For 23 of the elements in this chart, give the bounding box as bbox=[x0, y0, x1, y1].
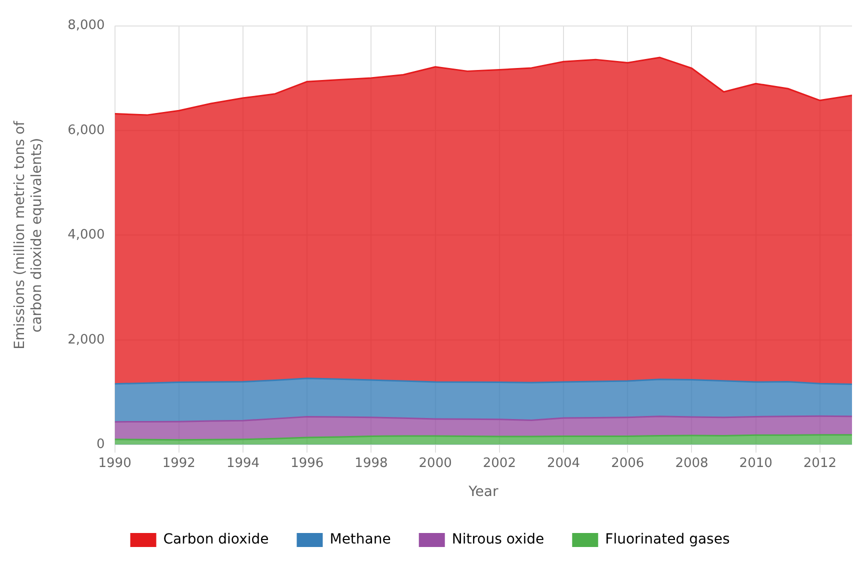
legend-label: Carbon dioxide bbox=[163, 532, 269, 548]
x-tick-label: 1998 bbox=[354, 456, 388, 471]
y-tick-label: 6,000 bbox=[68, 122, 105, 138]
y-tick-label: 4,000 bbox=[68, 228, 105, 243]
x-tick-label: 1992 bbox=[162, 456, 196, 471]
x-tick-label: 2004 bbox=[546, 456, 580, 471]
legend-label: Fluorinated gases bbox=[605, 532, 730, 548]
x-tick-label: 2012 bbox=[803, 456, 836, 471]
x-tick-label: 2000 bbox=[418, 456, 452, 471]
x-tick-label: 2002 bbox=[482, 456, 516, 471]
y-tick-label: 0 bbox=[96, 436, 105, 452]
y-tick-label: 2,000 bbox=[68, 332, 105, 348]
x-tick-label: 2010 bbox=[739, 456, 772, 471]
legend-label: Methane bbox=[330, 532, 391, 548]
x-axis-title: Year bbox=[468, 484, 498, 500]
y-tick-label: 8,000 bbox=[68, 18, 105, 34]
x-tick-label: 2006 bbox=[611, 456, 644, 471]
legend-label: Nitrous oxide bbox=[452, 532, 544, 548]
x-tick-label: 2008 bbox=[675, 456, 708, 471]
x-tick-label: 1990 bbox=[98, 456, 132, 471]
y-axis-title: Emissions (million metric tons of carbon dioxide equivalents) bbox=[12, 120, 45, 350]
x-tick-label: 1996 bbox=[290, 456, 324, 471]
x-tick-label: 1994 bbox=[226, 456, 260, 471]
